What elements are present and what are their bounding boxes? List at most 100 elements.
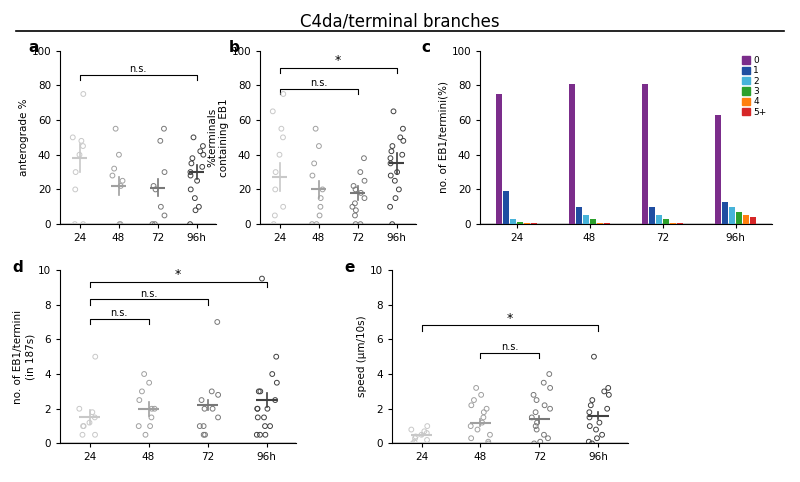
Point xyxy=(197,151,210,159)
Point xyxy=(88,414,101,421)
Point xyxy=(409,434,422,442)
Point xyxy=(184,172,197,179)
Point xyxy=(211,318,224,326)
Point xyxy=(149,186,162,193)
Point xyxy=(529,408,542,416)
Point xyxy=(269,186,282,193)
Point xyxy=(601,405,614,413)
Point xyxy=(187,134,200,141)
Point xyxy=(538,379,550,387)
Point xyxy=(195,396,208,404)
Text: b: b xyxy=(229,40,240,55)
Y-axis label: no. of EB1/termini(%): no. of EB1/termini(%) xyxy=(438,81,449,193)
Point xyxy=(148,405,161,413)
Point xyxy=(133,396,146,404)
Point xyxy=(250,431,263,439)
Text: e: e xyxy=(345,259,355,275)
Point xyxy=(358,194,371,202)
Bar xyxy=(662,219,669,224)
Point xyxy=(196,163,209,171)
Point xyxy=(69,220,82,228)
Point xyxy=(389,194,402,202)
Point xyxy=(477,414,490,421)
Point xyxy=(139,431,152,439)
Point xyxy=(206,388,218,395)
Point xyxy=(410,433,422,441)
Point xyxy=(270,168,282,176)
Bar xyxy=(656,215,662,224)
Bar xyxy=(750,217,756,224)
Bar xyxy=(524,223,530,224)
Point xyxy=(586,396,598,404)
Bar xyxy=(517,222,523,224)
Point xyxy=(83,419,96,427)
Point xyxy=(144,422,157,430)
Point xyxy=(598,388,610,395)
Point xyxy=(583,422,596,430)
Point xyxy=(482,440,495,447)
Point xyxy=(421,422,434,430)
Point xyxy=(277,203,290,211)
Point xyxy=(346,203,358,211)
Point xyxy=(586,440,598,447)
Point xyxy=(358,154,370,162)
Point xyxy=(418,428,430,435)
Point xyxy=(530,396,543,404)
Point xyxy=(267,220,280,228)
Point xyxy=(464,422,477,430)
Point xyxy=(470,384,482,392)
Bar xyxy=(569,83,575,224)
Point xyxy=(277,134,290,141)
Point xyxy=(306,172,319,179)
Point xyxy=(189,194,202,202)
Text: n.s.: n.s. xyxy=(140,289,157,298)
Y-axis label: no. of EB1/termini
(in 187s): no. of EB1/termini (in 187s) xyxy=(14,309,35,404)
Point xyxy=(602,384,614,392)
Text: n.s.: n.s. xyxy=(130,64,146,74)
Point xyxy=(394,134,406,141)
Point xyxy=(590,426,602,433)
Point xyxy=(73,405,86,413)
Point xyxy=(158,212,171,219)
Y-axis label: anterograde %: anterograde % xyxy=(18,99,29,176)
Legend: 0, 1, 2, 3, 4, 5+: 0, 1, 2, 3, 4, 5+ xyxy=(741,55,767,118)
Point xyxy=(264,422,277,430)
Text: *: * xyxy=(507,311,513,324)
Point xyxy=(349,186,362,193)
Point xyxy=(384,154,397,162)
Point xyxy=(358,177,371,185)
Point xyxy=(474,391,487,399)
Point xyxy=(108,165,121,173)
Point xyxy=(158,125,170,133)
Point xyxy=(197,142,210,150)
Point xyxy=(397,137,410,145)
Point xyxy=(254,388,266,395)
Point xyxy=(350,206,362,214)
Point xyxy=(258,414,270,421)
Bar xyxy=(583,215,590,224)
Point xyxy=(405,426,418,433)
Point xyxy=(587,353,600,361)
Point xyxy=(270,353,282,361)
Bar xyxy=(729,207,735,224)
Point xyxy=(582,438,595,445)
Point xyxy=(384,172,397,179)
Bar xyxy=(736,212,742,224)
Point xyxy=(75,137,88,145)
Y-axis label: %terminals
containing EB1: %terminals containing EB1 xyxy=(207,98,229,177)
Point xyxy=(77,90,90,98)
Point xyxy=(116,177,129,185)
Point xyxy=(596,431,609,439)
Point xyxy=(478,408,490,416)
Point xyxy=(266,370,278,378)
Point xyxy=(147,182,160,190)
Text: c: c xyxy=(422,40,430,55)
Point xyxy=(78,422,90,430)
Point xyxy=(206,405,219,413)
Point xyxy=(106,172,119,179)
Point xyxy=(389,177,402,185)
Bar xyxy=(576,207,582,224)
Point xyxy=(482,438,494,445)
Point xyxy=(89,431,102,439)
Point xyxy=(154,137,166,145)
